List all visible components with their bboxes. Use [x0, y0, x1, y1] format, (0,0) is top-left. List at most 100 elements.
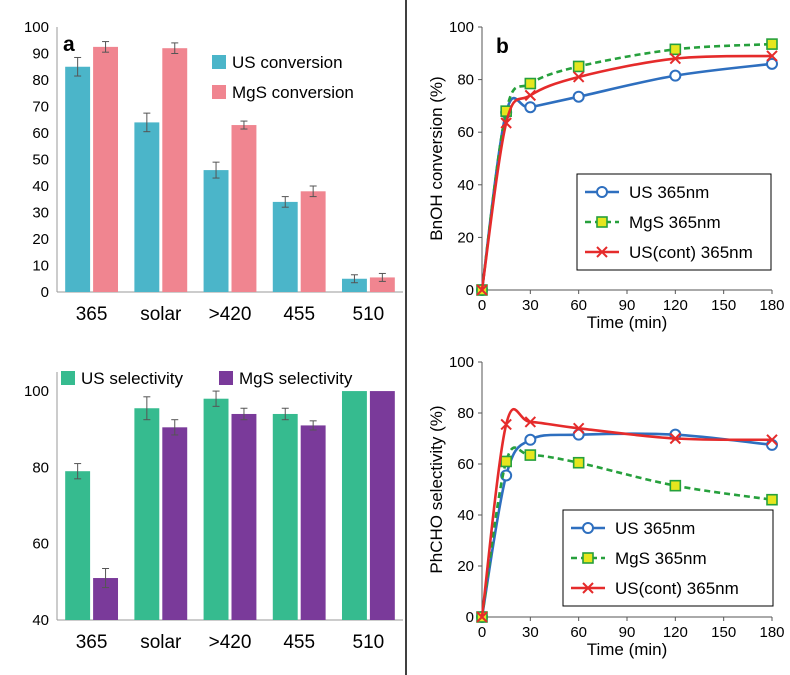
bar: [341, 278, 367, 292]
y-tick-label: 100: [24, 383, 49, 400]
data-point: [766, 50, 778, 62]
bar: [369, 391, 395, 620]
legend-label: US selectivity: [81, 369, 184, 388]
x-tick-label: 120: [663, 297, 688, 314]
x-category-label: 365: [76, 304, 108, 325]
bar: [231, 413, 257, 620]
bar: [162, 427, 188, 620]
x-tick-label: 150: [711, 297, 736, 314]
data-point: [766, 434, 778, 446]
data-point: [500, 105, 512, 117]
bar: [134, 122, 160, 293]
y-tick-label: 20: [457, 558, 474, 575]
bar: [300, 425, 326, 620]
panel-label: a: [63, 33, 75, 56]
y-tick-label: 20: [32, 231, 49, 248]
bar: [65, 66, 91, 292]
legend-label: US conversion: [232, 53, 343, 72]
x-category-label: >420: [209, 632, 252, 653]
data-point: [669, 69, 682, 82]
legend-label: MgS conversion: [232, 83, 354, 102]
y-tick-label: 40: [457, 177, 474, 194]
y-tick-label: 100: [24, 19, 49, 36]
legend-label: US(cont) 365nm: [615, 579, 739, 598]
bar: [65, 471, 91, 620]
data-point: [766, 38, 778, 50]
data-point: [582, 522, 594, 534]
x-category-label: 510: [353, 632, 385, 653]
y-axis-label: BnOH conversion (%): [427, 76, 446, 240]
y-tick-label: 20: [457, 229, 474, 246]
y-tick-label: 90: [32, 46, 49, 63]
series-line: [480, 407, 773, 618]
data-point: [596, 216, 608, 228]
data-point: [596, 186, 608, 198]
data-point: [524, 433, 537, 446]
data-point: [500, 117, 512, 129]
x-tick-label: 30: [522, 624, 539, 641]
x-tick-label: 90: [619, 624, 636, 641]
y-tick-label: 40: [32, 178, 49, 195]
legend-label: US 365nm: [615, 519, 695, 538]
y-tick-label: 10: [32, 258, 49, 275]
y-tick-label: 80: [32, 72, 49, 89]
x-tick-label: 120: [663, 624, 688, 641]
data-point: [766, 493, 778, 506]
data-point: [669, 52, 682, 65]
bar: [93, 46, 119, 292]
y-tick-label: 40: [457, 507, 474, 524]
data-point: [572, 71, 585, 83]
series-line: [480, 446, 773, 618]
y-tick-label: 100: [449, 354, 474, 371]
legend-label: MgS 365nm: [615, 549, 707, 568]
data-point: [500, 455, 512, 468]
bar: [272, 413, 298, 620]
data-point: [669, 43, 682, 56]
bar: [300, 191, 326, 292]
data-point: [524, 77, 537, 90]
x-category-label: >420: [209, 304, 252, 325]
data-point: [500, 418, 512, 431]
y-tick-label: 50: [32, 152, 49, 169]
data-point: [524, 416, 537, 428]
legend-label: MgS selectivity: [239, 369, 353, 388]
legend-label: US 365nm: [629, 183, 709, 202]
legend-swatch: [219, 371, 233, 385]
bar: [203, 398, 229, 620]
y-tick-label: 60: [32, 536, 49, 553]
x-category-label: solar: [140, 632, 182, 653]
data-point: [572, 60, 585, 73]
y-tick-label: 0: [41, 284, 49, 301]
x-tick-label: 0: [478, 624, 486, 641]
legend-label: US(cont) 365nm: [629, 243, 753, 262]
data-point: [766, 57, 778, 70]
legend-box: [562, 509, 774, 607]
x-tick-label: 60: [570, 297, 587, 314]
data-point: [524, 101, 537, 114]
data-point: [572, 90, 585, 103]
legend-swatch: [61, 371, 75, 385]
data-point: [582, 582, 594, 594]
y-tick-label: 100: [449, 19, 474, 36]
legend-label: MgS 365nm: [629, 213, 721, 232]
bar: [369, 277, 395, 292]
data-point: [596, 246, 608, 258]
panel-label: b: [496, 35, 509, 58]
data-point: [476, 611, 488, 623]
y-tick-label: 60: [457, 456, 474, 473]
bar: [272, 201, 298, 292]
x-category-label: 455: [283, 632, 315, 653]
data-point: [524, 89, 537, 102]
data-point: [766, 438, 778, 451]
bar: [231, 125, 257, 292]
bar: [341, 391, 367, 620]
x-axis-label: Time (min): [587, 640, 668, 659]
y-tick-label: 0: [466, 282, 474, 299]
x-tick-label: 0: [478, 297, 486, 314]
panel-selectivity-lines: 0 20 40 60 80 100 0 30 60 90 120 150 180 Time (min) Ph…: [427, 354, 785, 659]
y-tick-label: 80: [457, 72, 474, 89]
data-point: [669, 432, 682, 445]
legend-swatch: [212, 55, 226, 69]
y-tick-label: 40: [32, 612, 49, 629]
